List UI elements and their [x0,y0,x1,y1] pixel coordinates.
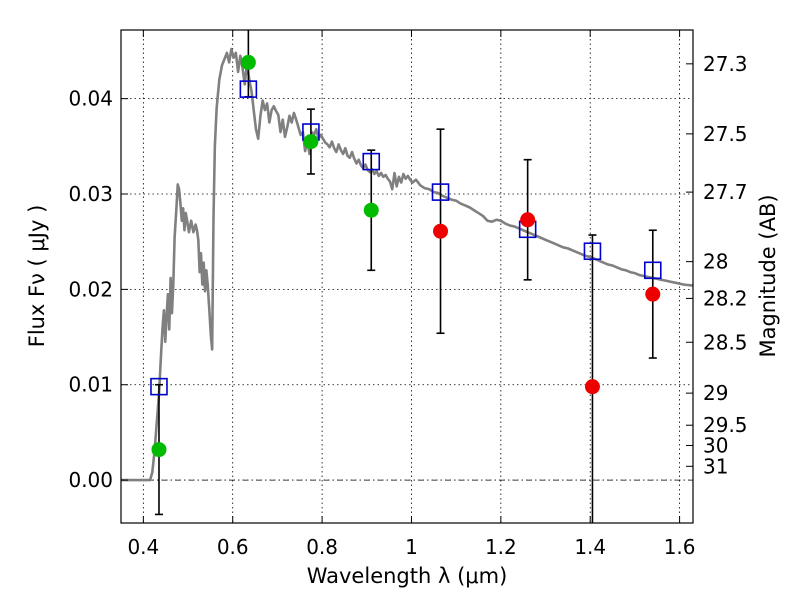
model-photometry-square [362,152,381,171]
model-photometry-square [431,183,450,201]
magnitude-tick-label: 28.2 [703,286,748,310]
y-tick-label: 0.00 [68,468,113,492]
observed-point-red [645,286,661,302]
magnitude-tick-label: 30 [703,433,728,457]
y-tick-label: 0.04 [68,87,113,111]
x-tick-label: 1.4 [574,535,606,559]
y-tick-label: 0.01 [68,373,113,397]
magnitude-tick-label: 27.5 [703,122,748,146]
x-tick-label: 1.6 [664,535,696,559]
x-tick-label: 1 [405,535,418,559]
x-tick-label: 0.8 [306,535,338,559]
magnitude-tick-label: 29.5 [703,413,748,437]
x-tick-label: 0.6 [217,535,249,559]
plot-area [121,30,693,523]
data-markers [150,54,662,458]
x-tick-label: 1.2 [485,535,517,559]
observed-point-green [303,134,319,150]
y-tick-label: 0.03 [68,182,113,206]
y-axis-title: Flux Fν ( μJy ) [25,205,49,348]
magnitude-tick-label: 27.7 [703,180,748,204]
magnitude-tick-label: 27.3 [703,52,748,76]
x-tick-label: 0.4 [127,535,159,559]
model-photometry-square [643,261,662,280]
model-photometry-square [239,80,258,98]
model-photometry-square [583,242,602,261]
magnitude-tick-label: 28 [703,250,728,274]
observed-point-red [520,212,536,228]
axis-ticks: 0.4 0.6 0.8 1 1.2 1.4 1.6 0.00 0.01 0.02 0.03 0.04 2… [68,30,748,559]
observed-point-green [151,442,167,458]
y-tick-label: 0.02 [68,277,113,301]
y-axis-title-right: Magnitude (AB) [756,194,780,357]
x-axis-title: Wavelength λ (μm) [307,564,508,588]
observed-point-green [363,202,379,218]
model-spectrum-line [121,47,693,482]
observed-point-red [584,379,600,395]
magnitude-tick-label: 31 [703,454,728,478]
error-bars [154,30,657,523]
observed-point-green [240,54,256,70]
magnitude-tick-label: 29 [703,381,728,405]
model-spectrum [121,47,693,482]
plot-frame [120,29,694,524]
model-photometry-square [150,377,168,396]
magnitude-tick-label: 28.5 [703,330,748,354]
observed-point-red [433,223,449,239]
